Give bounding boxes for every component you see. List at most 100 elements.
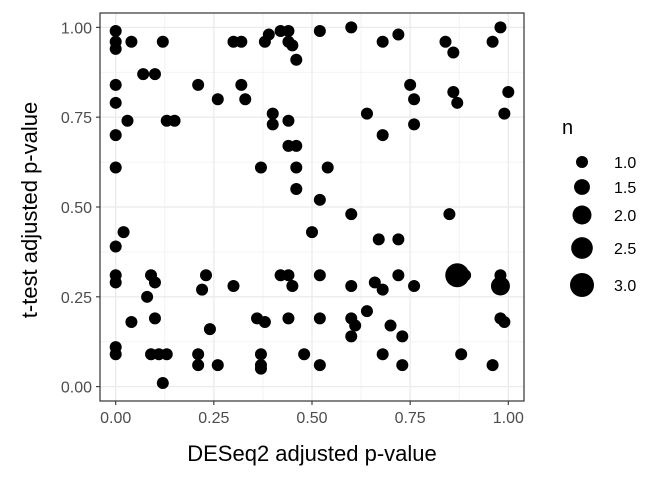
data-point: [345, 21, 358, 34]
data-point: [117, 226, 130, 239]
data-point: [160, 348, 173, 361]
y-tick-label: 0.50: [61, 200, 92, 217]
data-point: [447, 86, 460, 99]
data-point: [384, 319, 397, 332]
data-point: [125, 35, 138, 48]
data-point: [286, 39, 299, 52]
data-point: [345, 280, 358, 293]
data-point: [290, 183, 303, 196]
data-point: [459, 269, 472, 282]
data-point: [192, 348, 205, 361]
data-point: [211, 359, 224, 372]
legend-key: [570, 273, 594, 297]
data-point: [313, 359, 326, 372]
data-point: [109, 348, 122, 361]
data-point: [313, 193, 326, 206]
data-point: [345, 208, 358, 221]
data-point: [396, 359, 409, 372]
data-point: [392, 28, 405, 41]
data-point: [109, 276, 122, 289]
data-point: [447, 46, 460, 59]
legend-key: [572, 205, 592, 225]
data-point: [313, 24, 326, 37]
data-point: [282, 312, 295, 325]
data-point: [498, 107, 511, 120]
data-point: [262, 28, 275, 41]
data-point: [282, 24, 295, 37]
data-point: [196, 283, 209, 296]
data-point: [298, 348, 311, 361]
data-point: [109, 42, 122, 55]
data-point: [282, 269, 295, 282]
data-point: [156, 377, 169, 390]
data-point: [290, 161, 303, 174]
data-point: [404, 78, 417, 91]
legend-title: n: [562, 117, 573, 139]
legend-label: 2.0: [614, 208, 636, 225]
data-point: [376, 348, 389, 361]
data-point: [258, 315, 271, 328]
data-point: [266, 118, 279, 131]
data-point: [109, 129, 122, 142]
data-point: [360, 305, 373, 318]
data-point: [439, 35, 452, 48]
data-point: [266, 107, 279, 120]
data-point: [502, 86, 515, 99]
x-tick-label: 0.25: [198, 410, 229, 427]
legend-label: 2.5: [614, 241, 636, 258]
data-point: [109, 161, 122, 174]
y-tick-label: 0.00: [61, 380, 92, 397]
y-tick-label: 1.00: [61, 20, 92, 37]
data-point: [396, 330, 409, 343]
data-point: [376, 283, 389, 296]
legend-label: 1.5: [614, 180, 636, 197]
data-point: [109, 96, 122, 109]
x-tick-label: 0.50: [296, 410, 327, 427]
legend-label: 3.0: [614, 278, 636, 295]
data-point: [137, 68, 150, 81]
data-point: [376, 35, 389, 48]
data-point: [192, 78, 205, 91]
data-point: [360, 107, 373, 120]
data-point: [109, 78, 122, 91]
data-point: [486, 359, 499, 372]
data-point: [235, 35, 248, 48]
y-tick-label: 0.75: [61, 110, 92, 127]
data-point: [451, 96, 464, 109]
legend-key: [574, 179, 590, 195]
data-point: [235, 78, 248, 91]
data-point: [227, 280, 240, 293]
data-point: [290, 139, 303, 152]
data-point: [203, 323, 216, 336]
data-point: [490, 276, 510, 296]
data-point: [254, 362, 267, 375]
legend: n 1.0 1.5 2.0 2.5 3.0: [562, 117, 636, 297]
data-point: [455, 348, 468, 361]
x-tick-label: 1.00: [493, 410, 524, 427]
data-point: [498, 315, 511, 328]
legend-label: 1.0: [614, 155, 636, 172]
data-point: [211, 93, 224, 106]
data-point: [349, 319, 362, 332]
data-point: [141, 290, 154, 303]
y-tick-label: 0.25: [61, 290, 92, 307]
data-point: [306, 226, 318, 239]
data-point: [286, 280, 299, 293]
data-point: [121, 114, 134, 127]
data-point: [125, 315, 138, 328]
data-point: [392, 233, 405, 246]
y-axis-label: t-test adjusted p-value: [17, 102, 42, 318]
data-point: [486, 35, 499, 48]
data-point: [290, 53, 303, 66]
data-points: [109, 21, 515, 390]
data-point: [392, 269, 405, 282]
data-point: [109, 240, 122, 253]
data-point: [368, 276, 381, 289]
data-point: [494, 21, 507, 34]
data-point: [254, 348, 267, 361]
data-point: [408, 118, 421, 131]
x-tick-label: 0.00: [100, 410, 131, 427]
data-point: [192, 359, 205, 372]
